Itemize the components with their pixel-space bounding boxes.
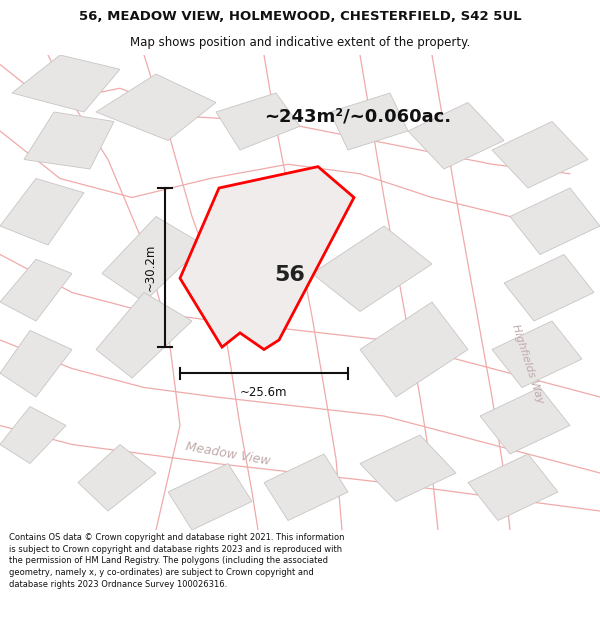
- Polygon shape: [504, 254, 594, 321]
- Text: Map shows position and indicative extent of the property.: Map shows position and indicative extent…: [130, 36, 470, 49]
- Polygon shape: [168, 464, 252, 530]
- Polygon shape: [12, 55, 120, 112]
- Polygon shape: [0, 179, 84, 245]
- Polygon shape: [492, 321, 582, 388]
- Polygon shape: [408, 102, 504, 169]
- Polygon shape: [96, 292, 192, 378]
- Text: ~243m²/~0.060ac.: ~243m²/~0.060ac.: [264, 107, 451, 126]
- Text: 56: 56: [274, 265, 305, 285]
- Polygon shape: [510, 188, 600, 254]
- Polygon shape: [102, 216, 204, 302]
- Text: Meadow View: Meadow View: [185, 440, 271, 468]
- Polygon shape: [0, 406, 66, 464]
- Polygon shape: [360, 302, 468, 397]
- Polygon shape: [360, 435, 456, 501]
- Polygon shape: [312, 226, 432, 311]
- Text: 56, MEADOW VIEW, HOLMEWOOD, CHESTERFIELD, S42 5UL: 56, MEADOW VIEW, HOLMEWOOD, CHESTERFIELD…: [79, 10, 521, 23]
- Text: ~30.2m: ~30.2m: [143, 244, 157, 291]
- Polygon shape: [78, 444, 156, 511]
- Polygon shape: [480, 388, 570, 454]
- Polygon shape: [180, 167, 354, 349]
- Polygon shape: [264, 454, 348, 521]
- Text: Highfields Way: Highfields Way: [511, 322, 545, 405]
- Text: ~25.6m: ~25.6m: [240, 386, 288, 399]
- Polygon shape: [330, 93, 408, 150]
- Polygon shape: [96, 74, 216, 141]
- Text: Contains OS data © Crown copyright and database right 2021. This information
is : Contains OS data © Crown copyright and d…: [9, 533, 344, 589]
- Polygon shape: [216, 93, 300, 150]
- Polygon shape: [0, 331, 72, 397]
- Polygon shape: [468, 454, 558, 521]
- Polygon shape: [24, 112, 114, 169]
- Polygon shape: [492, 121, 588, 188]
- Polygon shape: [0, 259, 72, 321]
